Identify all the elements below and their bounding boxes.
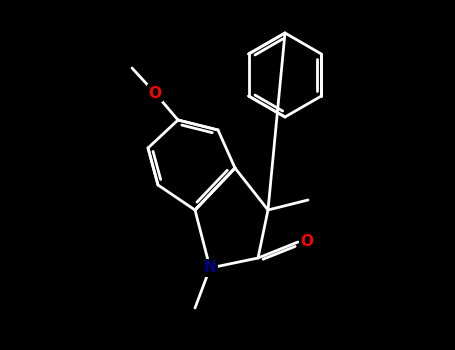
Text: O: O	[148, 85, 162, 100]
Text: N: N	[204, 260, 217, 275]
Text: O: O	[300, 234, 313, 250]
